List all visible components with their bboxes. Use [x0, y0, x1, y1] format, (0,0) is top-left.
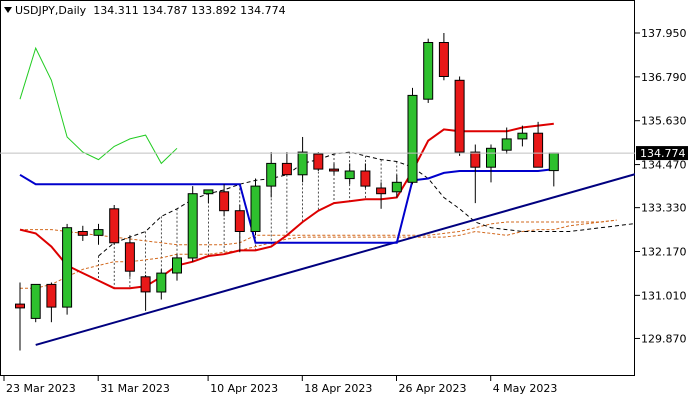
candle-body [470, 151, 481, 168]
y-axis: 137.950 136.790 135.630 134.470 133.330 132.1… [635, 27, 687, 345]
candle-body [219, 191, 230, 212]
dropdown-triangle-icon[interactable] [4, 7, 12, 13]
candle-body [250, 185, 261, 233]
candle-body [77, 231, 88, 236]
candle-body [486, 147, 496, 168]
candle-body [124, 242, 135, 272]
candle-body [313, 153, 324, 170]
candle-body [517, 132, 528, 140]
candle-body [376, 187, 387, 195]
green-lagging-line [19, 46, 178, 165]
plot-frame [0, 0, 635, 376]
x-tick-label: 23 Mar 2023 [6, 382, 76, 395]
blue-line [19, 168, 554, 244]
candle-body [360, 170, 371, 187]
candle-body [266, 162, 277, 187]
candle-body [454, 79, 465, 153]
candle-body [203, 189, 214, 195]
candle-body [329, 168, 339, 172]
orange-cloud-lower-line [20, 219, 617, 289]
candle-body [344, 170, 355, 180]
current-price-tag [636, 146, 688, 161]
candle-body [297, 151, 308, 176]
y-tick-label: 136.790 [641, 71, 687, 84]
trendline [35, 173, 635, 346]
x-tick-label: 31 Mar 2023 [100, 382, 170, 395]
red-line [19, 122, 554, 290]
current-price-label: 134.774 [640, 147, 686, 160]
x-tick-label: 18 Apr 2023 [304, 382, 372, 395]
candle-body [533, 132, 544, 168]
candle-body [234, 210, 245, 232]
y-tick-label: 137.950 [641, 27, 687, 40]
chart-header: USDJPY,Daily 134.311 134.787 133.892 134… [4, 4, 286, 20]
symbol-label: USDJPY,Daily [15, 4, 87, 17]
candle-body [109, 208, 120, 244]
y-tick-label: 132.170 [641, 246, 687, 259]
candle-body [30, 283, 41, 319]
candle-body [156, 272, 167, 293]
y-tick-label: 129.870 [641, 332, 687, 345]
candle-body [391, 181, 402, 193]
candles [15, 33, 559, 351]
candle-body [423, 42, 434, 100]
candle-body [140, 276, 151, 293]
candle-body [62, 227, 73, 308]
candle-body [15, 303, 25, 309]
y-tick-label: 134.470 [641, 159, 687, 172]
candle-body [548, 152, 559, 172]
x-tick-label: 10 Apr 2023 [210, 382, 278, 395]
candle-body [172, 257, 182, 274]
orange-cloud-upper-line [20, 219, 617, 246]
y-tick-label: 133.330 [641, 202, 687, 215]
x-tick-label: 26 Apr 2023 [399, 382, 467, 395]
candle-body [46, 283, 57, 308]
candle-body [438, 42, 449, 77]
ohlc-readout: 134.311 134.787 133.892 134.774 [93, 4, 286, 17]
current-price-marker: 134.774 [0, 146, 688, 161]
candle-body [407, 94, 418, 183]
x-tick-label: 4 May 2023 [493, 382, 558, 395]
candle-body [501, 138, 512, 151]
x-axis: 23 Mar 2023 31 Mar 2023 10 Apr 2023 18 Apr … [3, 376, 558, 395]
y-tick-label: 135.630 [641, 115, 687, 128]
y-tick-label: 131.010 [641, 289, 687, 302]
candle-body [281, 162, 292, 176]
candle-body [187, 193, 198, 259]
candle-body [93, 229, 104, 236]
